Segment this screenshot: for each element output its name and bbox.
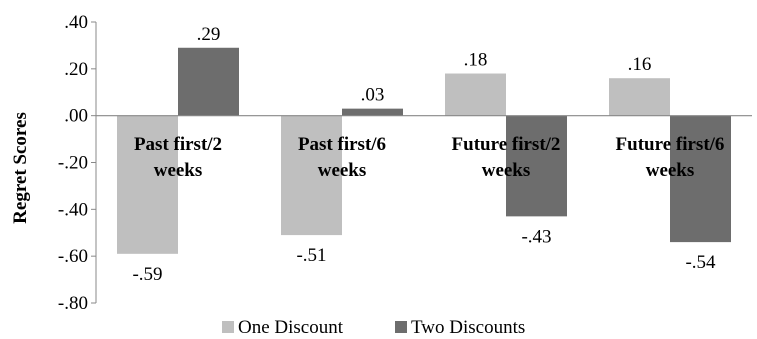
legend-swatch [395,321,407,333]
y-tick-label: .00 [64,106,88,127]
data-label: -.59 [132,264,162,285]
category-label: weeks [482,160,531,181]
bar-two-discounts [506,115,567,217]
bar-two-discounts [342,108,403,116]
plot-area: .40 .20 .00 -.20 -.40 -.60 -.80 -.59 .29 Past fir… [58,12,752,314]
data-label: .18 [464,50,488,71]
bar-two-discounts [178,47,239,116]
y-tick-label: .20 [64,59,88,80]
bar-one-discount [281,115,342,236]
y-tick-label: -.60 [58,246,88,267]
y-tick-label: -.20 [58,153,88,174]
bar-one-discount [117,115,178,254]
data-label: .16 [628,54,652,75]
bar-one-discount [445,73,506,116]
category-label: Future first/2 [452,134,561,155]
data-label: -.43 [521,226,551,247]
bar-two-discounts [670,115,731,243]
bar-one-discount [609,78,670,116]
category-label: weeks [154,160,203,181]
y-tick-label: -.80 [58,293,88,314]
data-label: .03 [361,85,385,106]
y-axis-label: Regret Scores [10,112,31,224]
y-tick-label: -.40 [58,199,88,220]
category-label: weeks [318,160,367,181]
category-label: weeks [646,160,695,181]
legend-swatch [222,321,234,333]
data-label: -.54 [685,252,716,273]
legend-label: One Discount [238,317,344,338]
category-label: Past first/6 [298,134,386,155]
legend: One Discount Two Discounts [222,317,525,338]
data-label: .29 [197,24,221,45]
y-tick-label: .40 [64,12,88,33]
category-label: Past first/2 [134,134,222,155]
data-label: -.51 [296,245,326,266]
category-label: Future first/6 [616,134,725,155]
legend-label: Two Discounts [411,317,525,338]
